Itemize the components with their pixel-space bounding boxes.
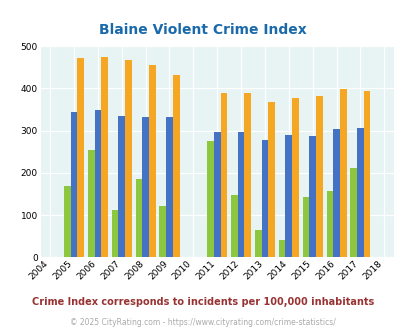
Bar <box>237 132 244 257</box>
Bar <box>125 60 132 257</box>
Bar <box>278 240 285 257</box>
Bar <box>64 185 70 257</box>
Bar <box>87 150 94 257</box>
Bar <box>333 129 339 257</box>
Bar <box>213 132 220 257</box>
Bar <box>292 98 298 257</box>
Bar <box>70 112 77 257</box>
Bar <box>244 93 250 257</box>
Bar <box>285 135 292 257</box>
Bar <box>309 136 315 257</box>
Bar <box>94 110 101 257</box>
Text: Crime Index corresponds to incidents per 100,000 inhabitants: Crime Index corresponds to incidents per… <box>32 297 373 307</box>
Bar <box>159 206 166 257</box>
Bar <box>111 210 118 257</box>
Bar <box>135 179 142 257</box>
Bar <box>363 91 369 257</box>
Text: Blaine Violent Crime Index: Blaine Violent Crime Index <box>99 23 306 37</box>
Bar <box>254 230 261 257</box>
Bar <box>207 141 213 257</box>
Bar <box>268 102 274 257</box>
Bar <box>220 93 227 257</box>
Bar <box>326 191 333 257</box>
Text: © 2025 CityRating.com - https://www.cityrating.com/crime-statistics/: © 2025 CityRating.com - https://www.city… <box>70 318 335 327</box>
Bar <box>315 96 322 257</box>
Bar <box>356 128 363 257</box>
Bar <box>149 65 155 257</box>
Bar <box>77 58 84 257</box>
Bar <box>230 195 237 257</box>
Bar <box>339 89 346 257</box>
Bar <box>101 57 108 257</box>
Bar <box>261 140 268 257</box>
Bar <box>166 117 173 257</box>
Bar <box>350 168 356 257</box>
Bar <box>302 197 309 257</box>
Bar <box>142 117 149 257</box>
Bar <box>173 75 179 257</box>
Bar <box>118 116 125 257</box>
